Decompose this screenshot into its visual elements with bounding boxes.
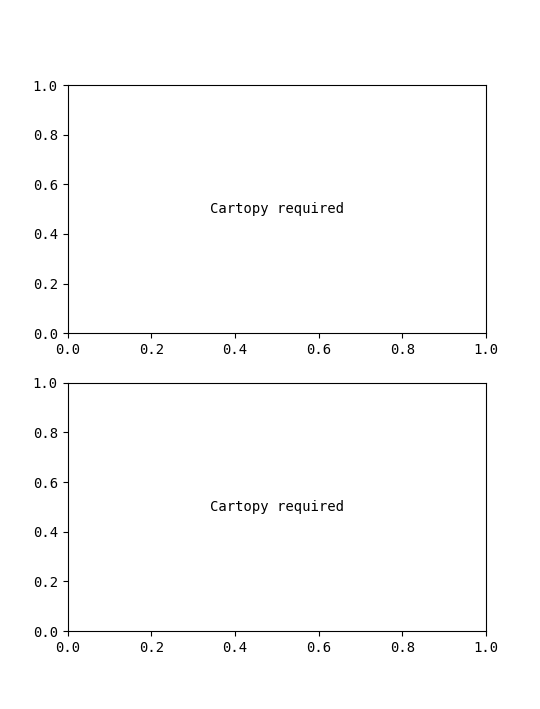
Text: Cartopy required: Cartopy required [210,500,344,514]
Text: Cartopy required: Cartopy required [210,202,344,216]
